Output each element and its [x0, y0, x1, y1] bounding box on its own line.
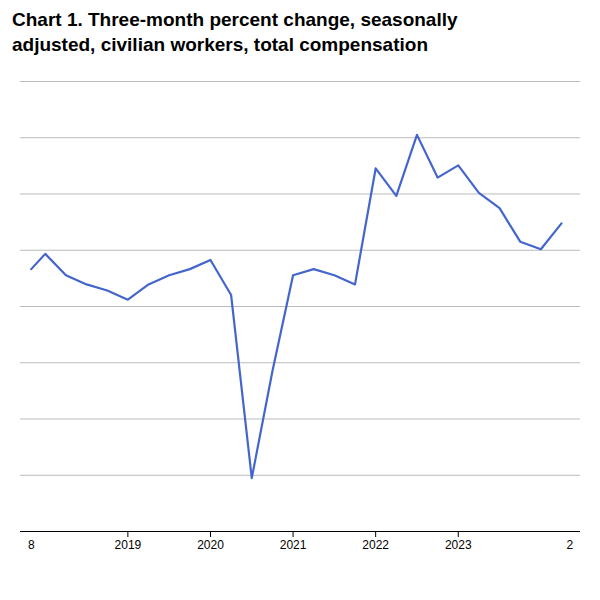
html-text:adjusted, civilian workers, to: adjusted, civilian workers, total compen… [12, 33, 428, 55]
svg-text:2023: 2023 [445, 538, 472, 552]
svg-text:2022: 2022 [362, 538, 389, 552]
svg-text:2020: 2020 [197, 538, 224, 552]
svg-text:2019: 2019 [115, 538, 142, 552]
svg-text:2021: 2021 [280, 538, 307, 552]
svg-text:8: 8 [28, 538, 35, 552]
html-text:Chart 1. Three-month percent c: Chart 1. Three-month percent change, sea… [12, 9, 458, 30]
svg-text:2: 2 [566, 538, 573, 552]
